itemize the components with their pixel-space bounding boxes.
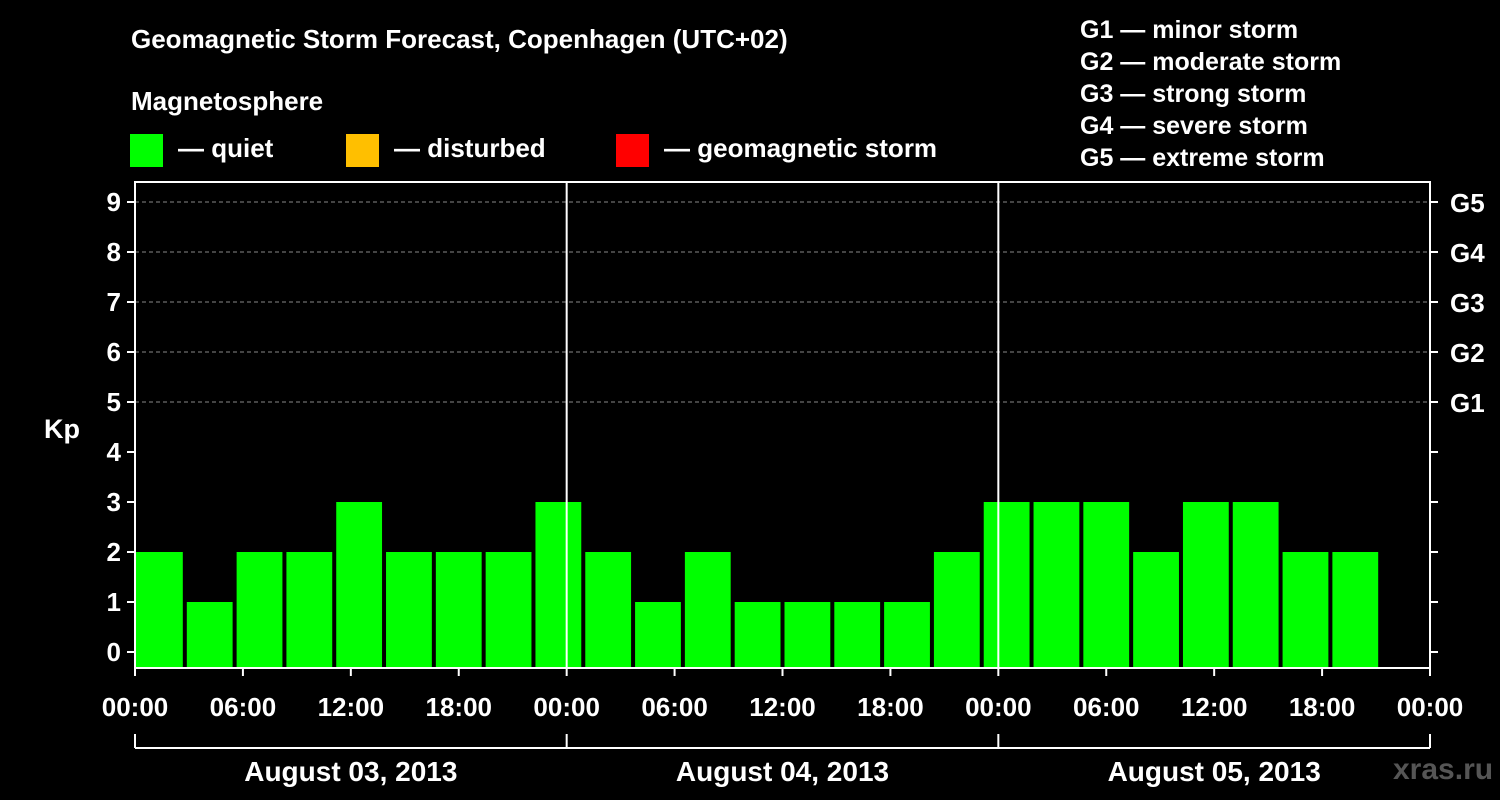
storm-level-g4: G4 — severe storm <box>1080 112 1308 140</box>
bar-22 <box>1232 502 1279 668</box>
ytick-label-7: 7 <box>107 287 121 317</box>
ytick-label-2: 2 <box>107 537 121 567</box>
xtick-label-2: 12:00 <box>318 692 385 722</box>
right-tick-label-g2: G2 <box>1450 338 1485 368</box>
xtick-label-11: 18:00 <box>1289 692 1356 722</box>
bar-0 <box>136 552 183 668</box>
bar-10 <box>635 602 681 668</box>
day-label-1: August 04, 2013 <box>676 756 889 787</box>
right-tick-label-g1: G1 <box>1450 388 1485 418</box>
xtick-label-1: 06:00 <box>210 692 277 722</box>
axis-labels: 0 1 2 3 4 5 6 7 8 9 G1 G2 G3 G4 G5 Kp 00:00 06:00 12:00 18:… <box>44 187 1485 787</box>
bar-14 <box>834 602 881 668</box>
bar-6 <box>435 552 482 668</box>
chart-title: Geomagnetic Storm Forecast, Copenhagen (… <box>131 24 788 54</box>
bar-11 <box>684 552 731 668</box>
legend-heading: Magnetosphere <box>131 86 324 116</box>
right-tick-label-g3: G3 <box>1450 288 1485 318</box>
bar-21 <box>1182 502 1229 668</box>
y-axis-label: Kp <box>44 414 80 444</box>
xtick-label-9: 06:00 <box>1073 692 1140 722</box>
bar-2 <box>236 552 283 668</box>
axes <box>127 181 1438 749</box>
bar-8 <box>535 502 582 668</box>
right-tick-label-g5: G5 <box>1450 188 1485 218</box>
xtick-label-12: 00:00 <box>1397 692 1464 722</box>
day-label-0: August 03, 2013 <box>244 756 457 787</box>
xtick-label-6: 12:00 <box>749 692 816 722</box>
bar-12 <box>734 602 781 668</box>
bar-7 <box>485 552 532 668</box>
xtick-label-7: 18:00 <box>857 692 924 722</box>
storm-level-g1: G1 — minor storm <box>1080 16 1299 44</box>
legend-label-storm: — geomagnetic storm <box>664 133 938 163</box>
storm-level-g2: G2 — moderate storm <box>1080 48 1342 76</box>
bar-20 <box>1133 552 1179 668</box>
bar-1 <box>186 602 233 668</box>
xtick-label-5: 06:00 <box>641 692 708 722</box>
grid-lines <box>135 201 1430 403</box>
xtick-label-10: 12:00 <box>1181 692 1248 722</box>
bar-3 <box>286 552 333 668</box>
xtick-label-3: 18:00 <box>426 692 493 722</box>
ytick-label-5: 5 <box>107 387 121 417</box>
ytick-label-8: 8 <box>107 237 121 267</box>
bar-5 <box>386 552 432 668</box>
ytick-label-9: 9 <box>107 187 121 217</box>
bar-17 <box>983 502 1030 668</box>
bar-19 <box>1083 502 1130 668</box>
legend-swatch-quiet <box>130 134 163 167</box>
day-label-2: August 05, 2013 <box>1108 756 1321 787</box>
bar-15 <box>884 602 930 668</box>
bar-13 <box>784 602 831 668</box>
xtick-label-8: 00:00 <box>965 692 1032 722</box>
bar-16 <box>933 552 980 668</box>
bar-9 <box>585 552 632 668</box>
legend-label-quiet: — quiet <box>178 133 274 163</box>
bar-18 <box>1033 502 1080 668</box>
xtick-label-0: 00:00 <box>102 692 169 722</box>
legend-label-disturbed: — disturbed <box>394 133 546 163</box>
storm-level-g5: G5 — extreme storm <box>1080 144 1325 172</box>
watermark: xras.ru <box>1393 753 1494 786</box>
legend-swatch-storm <box>616 134 649 167</box>
right-tick-label-g4: G4 <box>1450 238 1485 268</box>
ytick-label-3: 3 <box>107 487 121 517</box>
bar-24 <box>1332 552 1379 668</box>
ytick-label-1: 1 <box>107 587 121 617</box>
bar-23 <box>1282 552 1329 668</box>
legend-swatch-disturbed <box>346 134 379 167</box>
ytick-label-6: 6 <box>107 337 121 367</box>
ytick-label-4: 4 <box>107 437 122 467</box>
storm-level-legend: G1 — minor storm G2 — moderate storm G3 … <box>1080 14 1341 174</box>
bar-4 <box>336 502 383 668</box>
ytick-label-0: 0 <box>107 637 121 667</box>
bars <box>136 502 1379 668</box>
xtick-label-4: 00:00 <box>533 692 600 722</box>
storm-level-g3: G3 — strong storm <box>1080 80 1307 108</box>
